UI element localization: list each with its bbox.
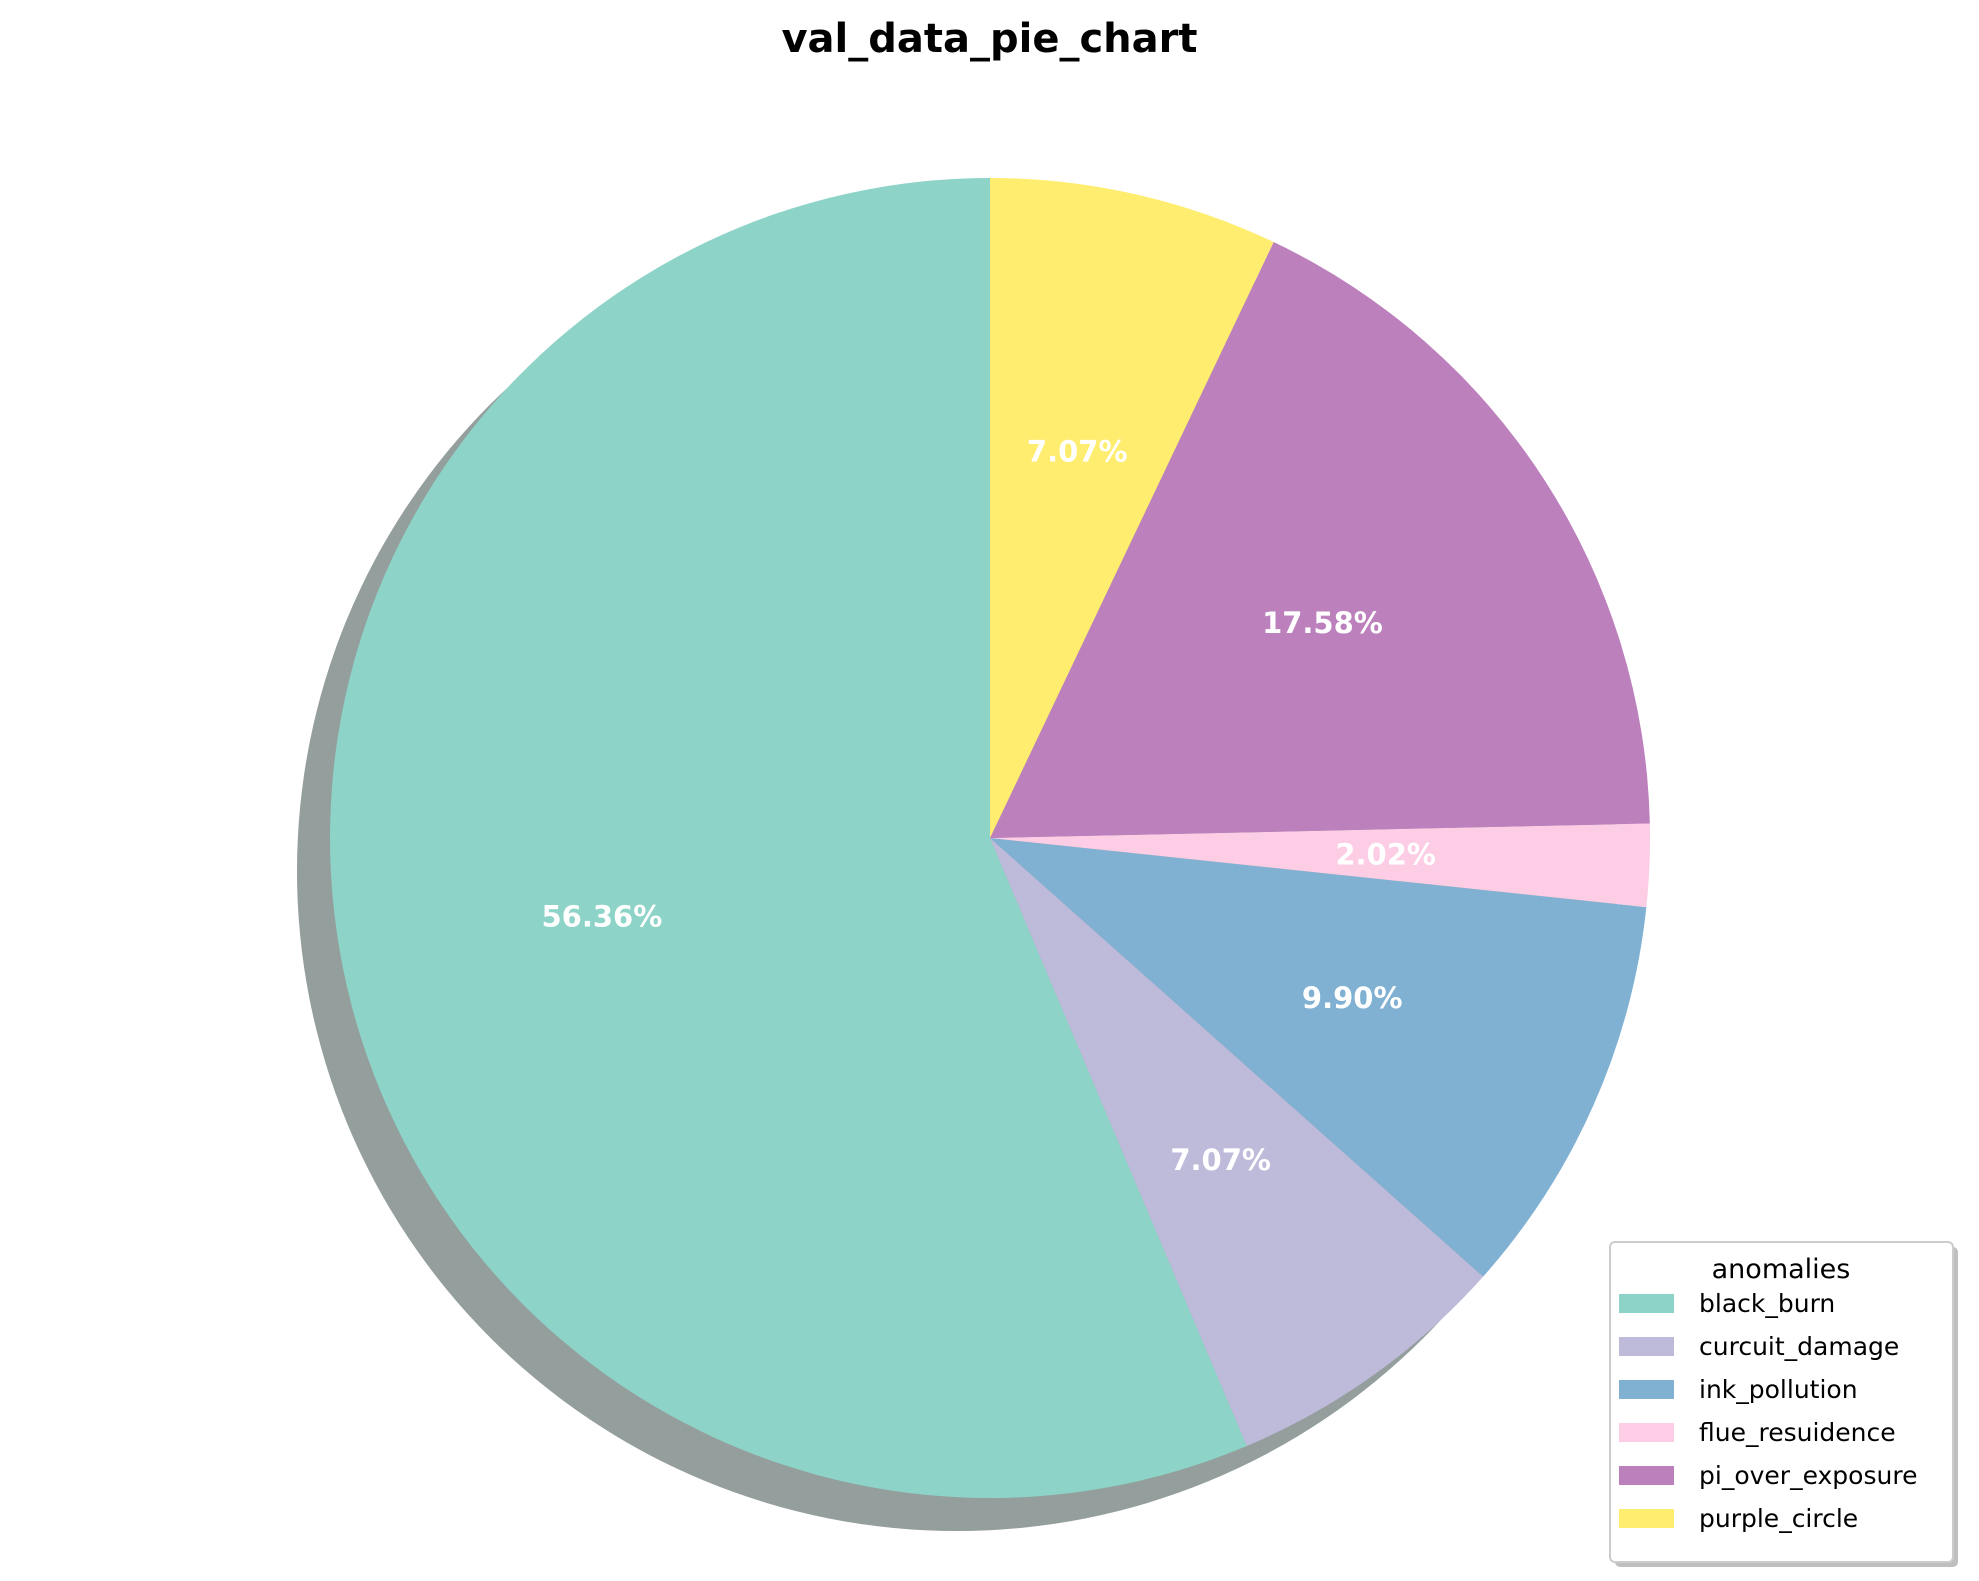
pie-slice-black-burn (329, 178, 1247, 1499)
pie-label-purple-circle: 7.07% (1027, 435, 1128, 469)
legend: anomalies black_burn curcuit_damage ink_po… (1609, 1241, 1958, 1567)
pie-slice-ink-pollution (990, 838, 1647, 1277)
legend-label: pi_over_exposure (1699, 1461, 1917, 1490)
legend-swatch (1619, 1337, 1674, 1356)
legend-label: curcuit_damage (1699, 1332, 1899, 1361)
pie-label-black-burn: 56.36% (541, 900, 662, 934)
legend-swatch (1619, 1380, 1674, 1399)
pie-slices (329, 178, 1650, 1499)
pie-label-ink-pollution: 9.90% (1302, 981, 1403, 1015)
legend-swatch (1619, 1423, 1674, 1442)
legend-item-pi-over-exposure: pi_over_exposure (1619, 1461, 1917, 1490)
legend-item-black-burn: black_burn (1619, 1289, 1835, 1318)
legend-swatch (1619, 1466, 1674, 1485)
pie-slice-purple-circle (990, 178, 1274, 838)
legend-label: ink_pollution (1699, 1375, 1858, 1404)
legend-title: anomalies (1712, 1254, 1851, 1285)
pie-label-flue-resuidence: 2.02% (1335, 837, 1436, 871)
pie-slice-curcuit-damage (990, 838, 1484, 1447)
chart-title: val_data_pie_chart (781, 16, 1197, 62)
pie-label-pi-over-exposure: 17.58% (1262, 606, 1383, 640)
legend-label: purple_circle (1699, 1504, 1858, 1533)
legend-swatch (1619, 1509, 1674, 1528)
legend-label: black_burn (1699, 1289, 1835, 1318)
legend-item-flue-resuidence: flue_resuidence (1619, 1418, 1896, 1447)
legend-item-purple-circle: purple_circle (1619, 1504, 1858, 1533)
legend-items: black_burn curcuit_damage ink_pollutionflu… (1619, 1289, 1917, 1533)
legend-swatch (1619, 1294, 1674, 1313)
pie-slice-pi-over-exposure (990, 242, 1650, 838)
legend-label: flue_resuidence (1699, 1418, 1896, 1447)
pie-label-curcuit-damage: 7.07% (1170, 1143, 1271, 1177)
legend-box (1609, 1241, 1954, 1563)
pie-slice-flue-resuidence (990, 823, 1650, 908)
pie-percent-labels: 56.36% 7.07% 9.90% 2.02% 17.58% 7.07% (541, 435, 1435, 1177)
legend-item-ink-pollution: ink_pollution (1619, 1375, 1858, 1404)
legend-item-curcuit-damage: curcuit_damage (1619, 1332, 1899, 1361)
